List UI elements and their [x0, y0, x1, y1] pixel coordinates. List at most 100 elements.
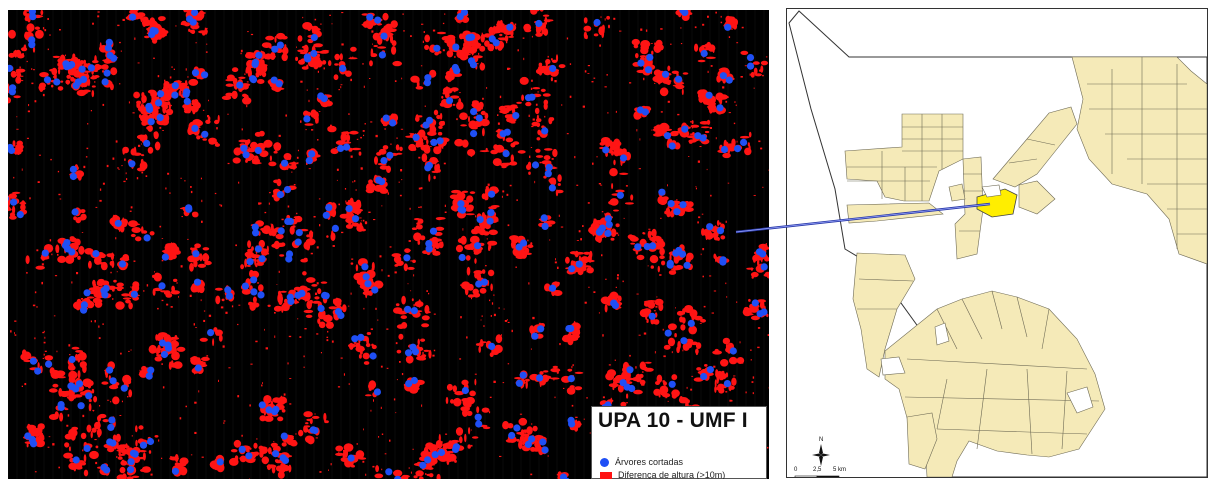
gap-patch	[482, 127, 485, 137]
gap-speck	[753, 87, 755, 89]
gap-speck	[580, 238, 582, 241]
tree-point	[429, 227, 438, 235]
gap-speck	[393, 398, 396, 401]
gap-patch	[442, 452, 452, 462]
gap-patch	[318, 321, 326, 329]
gap-patch	[294, 298, 298, 305]
gap-patch	[712, 350, 722, 355]
gap-patch	[558, 64, 566, 69]
gap-patch	[217, 114, 220, 123]
gap-patch	[382, 123, 388, 127]
tree-point	[279, 454, 287, 462]
gap-patch	[345, 134, 351, 142]
tree-point	[337, 311, 345, 320]
gap-patch	[528, 171, 531, 175]
gap-speck	[707, 106, 709, 108]
tree-point	[475, 280, 483, 288]
tree-point	[157, 90, 165, 98]
gap-speck	[94, 81, 96, 83]
gap-patch	[250, 141, 258, 150]
gap-patch	[49, 367, 55, 375]
tree-point	[171, 467, 180, 475]
gap-patch	[270, 228, 277, 237]
gap-speck	[491, 28, 494, 31]
gap-patch	[350, 46, 357, 52]
gap-patch	[210, 141, 218, 144]
gap-speck	[686, 201, 689, 202]
gap-speck	[493, 294, 495, 296]
tree-point	[470, 108, 478, 116]
gap-speck	[660, 28, 663, 30]
gap-patch	[37, 362, 40, 370]
gap-speck	[406, 388, 409, 390]
gap-patch	[327, 125, 337, 133]
gap-patch	[705, 56, 716, 59]
tree-point	[405, 380, 413, 388]
gap-patch	[120, 218, 128, 226]
tree-point	[734, 145, 742, 153]
gap-speck	[296, 46, 297, 48]
clearing-4	[981, 184, 1002, 198]
gap-patch	[445, 396, 449, 405]
gap-speck	[173, 68, 175, 70]
gap-patch	[639, 373, 644, 379]
gap-speck	[241, 434, 243, 437]
gap-patch	[495, 334, 503, 344]
gap-patch	[644, 361, 652, 364]
gap-speck	[336, 168, 339, 171]
tree-point	[536, 374, 544, 382]
gap-patch	[434, 51, 439, 56]
gap-patch	[665, 207, 671, 216]
gap-patch	[417, 338, 420, 346]
gap-patch	[391, 46, 397, 55]
gap-speck	[516, 199, 518, 201]
tree-point	[100, 463, 108, 471]
gap-patch	[593, 33, 599, 37]
gap-patch	[435, 164, 439, 174]
gap-speck	[587, 65, 590, 67]
gap-patch	[421, 323, 430, 328]
gap-speck	[401, 77, 403, 80]
gap-patch	[12, 205, 16, 215]
gap-speck	[132, 112, 135, 114]
gap-patch	[259, 150, 269, 158]
gap-speck	[380, 406, 382, 409]
gap-patch	[469, 191, 476, 195]
scale-bar	[794, 475, 840, 477]
gap-speck	[341, 43, 344, 46]
gap-speck	[593, 291, 596, 293]
gap-patch	[436, 31, 447, 35]
gap-patch	[358, 457, 367, 460]
tree-point	[85, 392, 93, 400]
gap-speck	[176, 282, 178, 284]
gap-patch	[58, 68, 61, 75]
gap-patch	[373, 45, 379, 47]
gap-speck	[361, 261, 364, 264]
gap-patch	[499, 33, 503, 37]
gap-patch	[489, 352, 494, 358]
gap-speck	[470, 155, 473, 157]
gap-speck	[43, 330, 45, 333]
gap-speck	[300, 80, 303, 83]
gap-speck	[310, 252, 313, 255]
tree-point	[565, 325, 573, 333]
tree-point	[257, 291, 265, 299]
gap-patch	[160, 101, 169, 107]
tree-point	[541, 446, 549, 454]
gap-patch	[449, 194, 459, 200]
gap-speck	[554, 396, 556, 399]
gap-speck	[119, 83, 121, 85]
gap-speck	[450, 50, 453, 52]
gap-speck	[553, 379, 555, 381]
gap-patch	[303, 411, 313, 418]
gap-patch	[479, 221, 484, 229]
gap-patch	[655, 47, 661, 52]
gap-speck	[141, 143, 142, 145]
gap-speck	[413, 274, 415, 277]
gap-patch	[326, 321, 333, 324]
gap-speck	[206, 43, 208, 45]
gap-patch	[250, 254, 260, 259]
gap-speck	[424, 105, 426, 107]
gap-patch	[91, 427, 97, 433]
gap-speck	[694, 26, 697, 29]
